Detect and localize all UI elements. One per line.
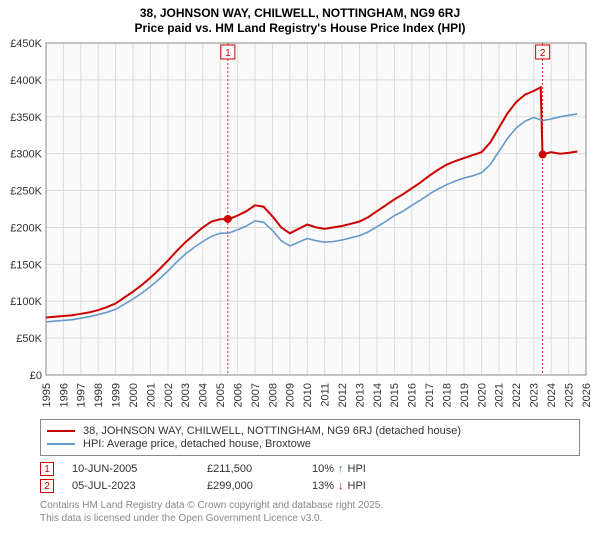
chart-titles: 38, JOHNSON WAY, CHILWELL, NOTTINGHAM, N… [0, 0, 600, 35]
x-tick-label: 2006 [232, 383, 244, 407]
sale-row-marker: 1 [40, 462, 54, 476]
x-tick-label: 2016 [407, 383, 419, 407]
x-tick-label: 1996 [58, 383, 70, 407]
sale-row-date: 05-JUL-2023 [72, 480, 207, 492]
sale-row-diff: 13% ↓ HPI [312, 480, 366, 492]
line-chart: £0 £50K £100K £150K £200K £250K £300K £350K £400… [0, 35, 600, 415]
y-tick-label: £150K [10, 259, 42, 271]
y-tick-label: £200K [10, 222, 42, 234]
x-tick-label: 2007 [250, 383, 262, 407]
x-tick-label: 2019 [459, 383, 471, 407]
sale-marker-number: 2 [540, 48, 546, 59]
sale-row-price: £211,500 [207, 463, 312, 475]
x-tick-label: 2015 [389, 383, 401, 407]
x-tick-label: 2000 [128, 383, 140, 407]
y-tick-label: £50K [16, 333, 42, 345]
x-tick-label: 1997 [76, 383, 88, 407]
sale-row-diff: 10% ↑ HPI [312, 463, 366, 475]
attribution-line2: This data is licensed under the Open Gov… [40, 512, 580, 525]
x-tick-label: 2024 [546, 383, 558, 407]
x-tick-label: 2022 [511, 383, 523, 407]
x-tick-label: 2018 [441, 383, 453, 407]
legend-item-hpi: HPI: Average price, detached house, Brox… [47, 438, 573, 450]
sale-row-diff-suffix: HPI [348, 463, 366, 475]
x-tick-label: 2009 [285, 383, 297, 407]
x-tick-label: 2012 [337, 383, 349, 407]
legend-swatch-red [47, 430, 75, 432]
arrow-up-icon: ↑ [338, 463, 344, 475]
y-tick-label: £350K [10, 112, 42, 124]
chart-container: 38, JOHNSON WAY, CHILWELL, NOTTINGHAM, N… [0, 0, 600, 560]
sale-row-diff-pct: 10% [312, 463, 334, 475]
sale-row-marker: 2 [40, 479, 54, 493]
x-tick-label: 2004 [198, 383, 210, 407]
sale-row-diff-pct: 13% [312, 480, 334, 492]
x-tick-label: 1995 [41, 383, 53, 407]
sale-row-price: £299,000 [207, 480, 312, 492]
y-tick-label: £0 [30, 370, 42, 382]
legend-item-property: 38, JOHNSON WAY, CHILWELL, NOTTINGHAM, N… [47, 425, 573, 437]
title-address: 38, JOHNSON WAY, CHILWELL, NOTTINGHAM, N… [0, 6, 600, 20]
x-tick-label: 2003 [180, 383, 192, 407]
sale-row-diff-suffix: HPI [348, 480, 366, 492]
y-tick-label: £100K [10, 296, 42, 308]
y-tick-label: £300K [10, 149, 42, 161]
x-tick-label: 2010 [302, 383, 314, 407]
x-tick-label: 2013 [354, 383, 366, 407]
x-tick-label: 2023 [529, 383, 541, 407]
sale-marker-dot [539, 150, 547, 158]
x-tick-label: 2005 [215, 383, 227, 407]
legend-swatch-blue [47, 443, 75, 445]
x-tick-label: 2002 [163, 383, 175, 407]
x-tick-label: 2001 [145, 383, 157, 407]
y-tick-label: £250K [10, 186, 42, 198]
sale-row: 2 05-JUL-2023£299,00013% ↓ HPI [40, 479, 580, 493]
x-tick-label: 2025 [563, 383, 575, 407]
x-tick-label: 2026 [581, 383, 593, 407]
x-tick-label: 2017 [424, 383, 436, 407]
x-tick-label: 2021 [494, 383, 506, 407]
attribution-line1: Contains HM Land Registry data © Crown c… [40, 499, 580, 512]
sale-marker-dot [224, 215, 232, 223]
x-tick-label: 2020 [476, 383, 488, 407]
x-tick-label: 1998 [93, 383, 105, 407]
legend-label-property: 38, JOHNSON WAY, CHILWELL, NOTTINGHAM, N… [83, 425, 461, 437]
legend: 38, JOHNSON WAY, CHILWELL, NOTTINGHAM, N… [40, 419, 580, 456]
legend-label-hpi: HPI: Average price, detached house, Brox… [83, 438, 311, 450]
x-tick-label: 2011 [320, 383, 332, 407]
x-tick-label: 1999 [111, 383, 123, 407]
y-tick-label: £400K [10, 75, 42, 87]
x-tick-label: 2008 [267, 383, 279, 407]
attribution: Contains HM Land Registry data © Crown c… [40, 499, 580, 525]
sale-row: 1 10-JUN-2005£211,50010% ↑ HPI [40, 462, 580, 476]
arrow-down-icon: ↓ [338, 480, 344, 492]
x-tick-label: 2014 [372, 383, 384, 407]
title-sub: Price paid vs. HM Land Registry's House … [0, 21, 600, 35]
sales-table: 1 10-JUN-2005£211,50010% ↑ HPI 2 05-JUL-202… [40, 462, 580, 493]
sale-row-date: 10-JUN-2005 [72, 463, 207, 475]
sale-marker-number: 1 [225, 48, 231, 59]
y-tick-label: £450K [10, 38, 42, 50]
